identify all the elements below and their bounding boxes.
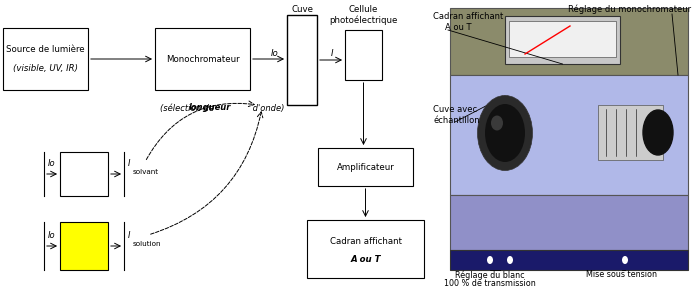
Bar [598, 105, 663, 160]
Ellipse shape [485, 104, 525, 162]
Bar [287, 15, 317, 105]
Text: Réglage du monochromateur: Réglage du monochromateur [568, 5, 691, 14]
Text: I: I [128, 159, 131, 168]
Text: I: I [128, 231, 131, 240]
Bar [345, 30, 382, 80]
Text: Io: Io [48, 159, 56, 168]
Text: A ou T: A ou T [350, 255, 381, 264]
Text: I: I [331, 48, 333, 57]
Text: solution: solution [133, 241, 161, 247]
Text: Cuve: Cuve [291, 5, 313, 14]
Bar [450, 195, 688, 250]
Text: Source de lumière: Source de lumière [6, 46, 85, 55]
Text: Réglage du blanc: Réglage du blanc [455, 270, 525, 280]
Bar [509, 21, 616, 57]
Ellipse shape [622, 256, 628, 264]
Ellipse shape [477, 95, 532, 171]
Text: (sélection de: (sélection de [160, 104, 216, 113]
Text: Cellule: Cellule [349, 5, 378, 14]
Text: Mise sous tension: Mise sous tension [587, 270, 658, 279]
Ellipse shape [507, 256, 513, 264]
Bar [450, 75, 688, 195]
Text: photoélectrique: photoélectrique [329, 15, 397, 25]
Text: Cadran affichant: Cadran affichant [329, 237, 402, 246]
Text: Cadran affichant: Cadran affichant [433, 12, 503, 21]
Bar [450, 8, 688, 75]
Text: d'onde): d'onde) [250, 104, 285, 113]
Bar [155, 28, 250, 90]
Bar [3, 28, 88, 90]
Text: Cuve avec: Cuve avec [433, 105, 477, 114]
Text: échantillon: échantillon [433, 116, 480, 125]
Text: A ou T: A ou T [445, 23, 471, 32]
Text: Io: Io [48, 231, 56, 240]
Text: Monochromateur: Monochromateur [166, 55, 239, 64]
Bar [60, 152, 108, 196]
Bar [60, 222, 108, 270]
Text: Io: Io [271, 48, 279, 57]
Text: 100 % de transmission: 100 % de transmission [444, 279, 536, 288]
Bar [307, 220, 424, 278]
Text: Amplificateur: Amplificateur [337, 162, 395, 171]
Text: solvant: solvant [133, 169, 159, 175]
Text: (visible, UV, IR): (visible, UV, IR) [13, 64, 78, 72]
Bar [450, 250, 688, 270]
Ellipse shape [491, 115, 503, 130]
Ellipse shape [643, 110, 673, 155]
Text: longueur: longueur [189, 104, 231, 113]
Bar [505, 16, 620, 64]
Bar [318, 148, 413, 186]
Ellipse shape [487, 256, 493, 264]
